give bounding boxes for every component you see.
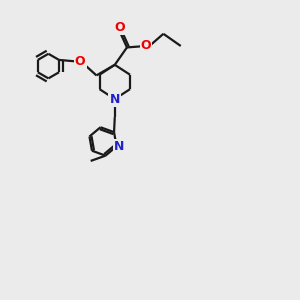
- Text: O: O: [75, 55, 86, 68]
- Text: N: N: [110, 92, 120, 106]
- Text: O: O: [114, 21, 125, 34]
- Text: O: O: [141, 40, 151, 52]
- Text: N: N: [114, 140, 124, 153]
